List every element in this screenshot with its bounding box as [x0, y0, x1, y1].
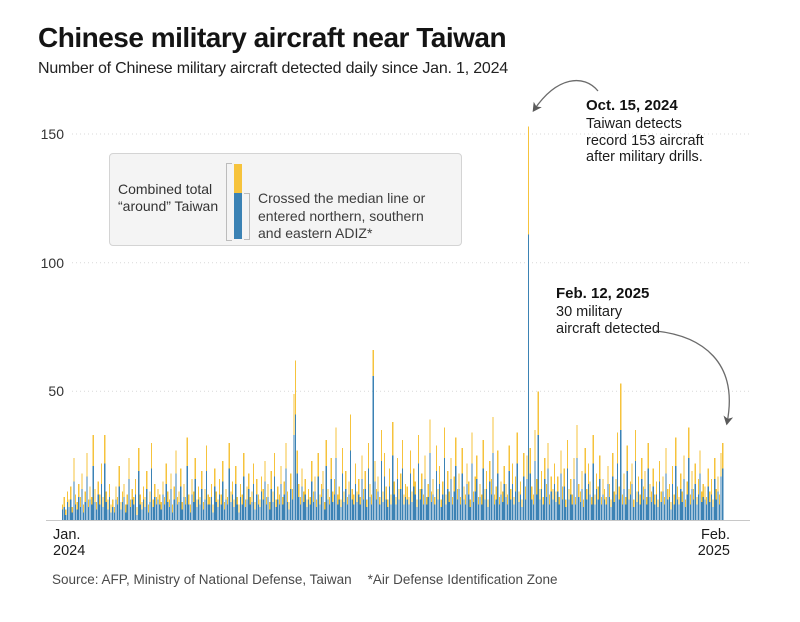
legend-bracket-total	[226, 163, 232, 241]
annotation-oct-line1: Taiwan detects	[586, 116, 682, 132]
y-tick-50: 50	[48, 383, 64, 399]
arrow-to-oct-spike	[532, 79, 599, 113]
annotation-feb-12-2025: Feb. 12, 2025 30 military aircraft detec…	[556, 285, 660, 337]
legend-median-line2: entered northern, southern	[258, 207, 424, 224]
annotation-oct-line3: after military drills.	[586, 149, 703, 165]
x-label-start-line1: Jan.	[53, 527, 81, 543]
annotation-oct-line2: record 153 aircraft	[586, 132, 704, 149]
x-label-end: Feb. 2025	[680, 527, 730, 559]
legend-total-label: Combined total “around” Taiwan	[118, 181, 226, 215]
legend-bracket-median	[244, 193, 250, 240]
daily-bars-group	[62, 126, 724, 521]
page-subtitle: Number of Chinese military aircraft dete…	[38, 60, 508, 77]
page-title: Chinese military aircraft near Taiwan	[38, 22, 507, 53]
x-label-end-line2: 2025	[697, 543, 730, 559]
source-text: Source: AFP, Ministry of National Defens…	[52, 572, 352, 587]
legend-total-line1: Combined total	[118, 181, 213, 197]
annotation-oct-15-2024: Oct. 15, 2024 Taiwan detects record 153 …	[586, 97, 704, 166]
annotation-feb-line2: aircraft detected	[556, 320, 660, 337]
legend: Combined total “around” Taiwan Crossed t…	[109, 153, 462, 246]
legend-median-line1: Crossed the median line or	[258, 190, 426, 206]
footnote-text: *Air Defense Identification Zone	[367, 572, 558, 587]
legend-median-line3: and eastern ADIZ*	[258, 225, 373, 241]
annotation-feb-date: Feb. 12, 2025	[556, 285, 650, 302]
source-line: Source: AFP, Ministry of National Defens…	[52, 572, 558, 587]
x-label-end-line1: Feb.	[700, 527, 730, 543]
y-tick-150: 150	[40, 126, 64, 142]
annotation-oct-date: Oct. 15, 2024	[586, 97, 678, 114]
legend-swatch-total	[234, 164, 242, 193]
annotation-feb-line1: 30 military	[556, 304, 623, 320]
x-label-start: Jan. 2024	[53, 527, 85, 559]
legend-total-line2: “around” Taiwan	[118, 198, 219, 214]
arrow-to-feb-bar	[655, 330, 734, 426]
legend-swatch-median	[234, 193, 242, 239]
x-label-start-line2: 2024	[53, 543, 86, 559]
y-tick-100: 100	[40, 255, 64, 271]
legend-median-label: Crossed the median line or entered north…	[258, 190, 458, 243]
